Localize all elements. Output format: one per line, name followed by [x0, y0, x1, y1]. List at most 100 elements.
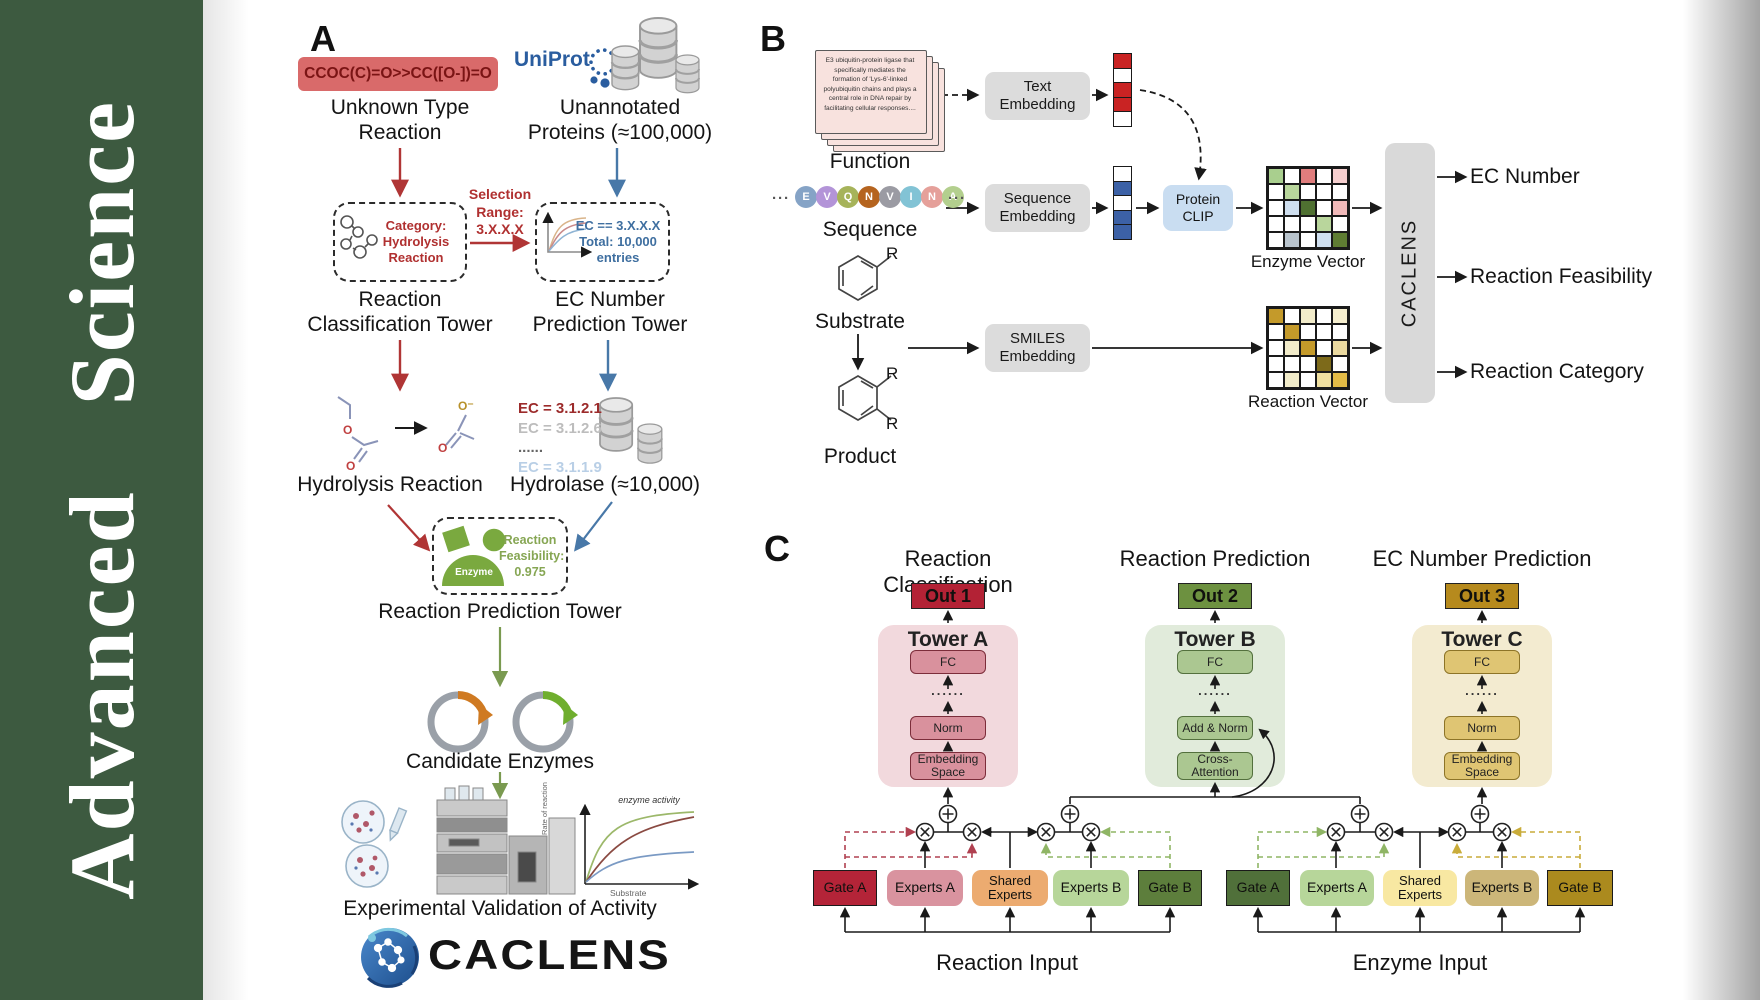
output-reaction-category: Reaction Category [1470, 360, 1644, 383]
grid-cell [1332, 372, 1348, 388]
feasibility-dashed-box: Reaction Feasibility: 0.975 [432, 517, 568, 595]
tower-b-cross-attention: Cross-Attention [1177, 752, 1253, 780]
moe-right-shared-experts: Shared Experts [1383, 870, 1457, 906]
grid-cell [1332, 216, 1348, 232]
selection-range-label: Selection Range: 3.X.X.X [468, 186, 532, 237]
ec-number-item: ...... [518, 439, 544, 456]
grid-cell [1268, 232, 1284, 248]
moe-right-gate-b: Gate B [1547, 870, 1613, 906]
tower-b-add-norm: Add & Norm [1177, 716, 1253, 740]
sequence-residue: N [858, 186, 880, 208]
grid-cell [1316, 232, 1332, 248]
grid-cell [1300, 308, 1316, 324]
header-reaction-prediction: Reaction Prediction [1119, 546, 1311, 571]
protein-database-icon [610, 16, 700, 94]
sequence-ellipsis-left: ··· [772, 190, 790, 207]
caclens-logo [361, 927, 419, 988]
sequence-embedding-vector [1113, 166, 1132, 241]
uniprot-icon [589, 48, 617, 88]
ec-prediction-tower-label: EC Number Prediction Tower [532, 288, 688, 336]
grid-cell [1316, 200, 1332, 216]
grid-cell [1316, 340, 1332, 356]
sequence-residue: V [816, 186, 838, 208]
smiles-embedding-box: SMILES Embedding [985, 324, 1090, 372]
grid-cell [1268, 372, 1284, 388]
header-ec-number-prediction: EC Number Prediction [1372, 546, 1592, 571]
ec-number-list: EC = 3.1.2.1 EC = 3.1.2.6...... EC = 3.1.1… [518, 399, 628, 477]
grid-cell [1268, 184, 1284, 200]
grid-cell [1268, 308, 1284, 324]
tower-a-dots: ...... [931, 683, 965, 698]
grid-cell [1268, 324, 1284, 340]
tower-c-norm: Norm [1444, 716, 1520, 740]
output-ec-number: EC Number [1470, 165, 1580, 188]
out-1-box: Out 1 [911, 583, 985, 609]
ec-number-item: EC = 3.1.2.1 [518, 400, 602, 417]
caclens-wordmark: CACLENS [428, 931, 672, 978]
grid-cell [1300, 324, 1316, 340]
grid-cell [1284, 372, 1300, 388]
reaction-vector-label: Reaction Vector [1247, 392, 1368, 411]
moe-mul-add-nodes [915, 804, 1512, 842]
reaction-prediction-tower-label: Reaction Prediction Tower [378, 600, 622, 623]
ec-selection-dashed-box: EC == 3.X.X.X Total: 10,000 entries [535, 202, 670, 282]
sequence-residue: A [942, 186, 964, 208]
enzyme-vector-label: Enzyme Vector [1250, 252, 1366, 271]
grid-cell [1300, 340, 1316, 356]
grid-cell [1284, 200, 1300, 216]
panel-a-label: A [310, 18, 336, 59]
unknown-reaction-label: Unknown Type Reaction [330, 96, 470, 144]
tower-c: Tower C FC ...... Norm Embedding Space [1412, 625, 1552, 787]
reaction-input-label: Reaction Input [936, 950, 1078, 975]
text-embedding-box: Text Embedding [985, 72, 1090, 120]
experimental-validation-label: Experimental Validation of Activity [343, 897, 657, 920]
plasmid-icons [427, 691, 578, 753]
product-structure [838, 375, 892, 421]
ec-number-item: EC = 3.1.2.6 [518, 419, 602, 437]
tower-b: Tower B FC ...... Add & Norm Cross-Atten… [1145, 625, 1285, 787]
product-label: Product [823, 445, 897, 468]
grid-cell [1316, 324, 1332, 340]
grid-cell [1284, 232, 1300, 248]
substrate-structure [838, 255, 892, 301]
vector-cell [1113, 111, 1132, 128]
grid-cell [1332, 200, 1348, 216]
moe-right-experts-b: Experts B [1465, 870, 1539, 906]
grid-cell [1300, 232, 1316, 248]
grid-cell [1284, 308, 1300, 324]
sequence-residue: N [921, 186, 943, 208]
grid-cell [1332, 168, 1348, 184]
grid-cell [1300, 356, 1316, 372]
journal-title: Advanced Science [50, 100, 153, 900]
grid-cell [1284, 184, 1300, 200]
tower-a-embedding-space: Embedding Space [910, 752, 986, 780]
grid-cell [1268, 340, 1284, 356]
moe-right-experts-a: Experts A [1300, 870, 1374, 906]
enzyme-vector-grid [1266, 166, 1350, 250]
moe-left-gate-b: Gate B [1138, 870, 1202, 906]
sequence-residue: E [795, 186, 817, 208]
grid-cell [1332, 356, 1348, 372]
petri-dish-icons [341, 800, 408, 888]
protein-clip-box: Protein CLIP [1163, 185, 1233, 231]
moe-left-shared-experts: Shared Experts [972, 870, 1048, 906]
svg-text:O: O [438, 441, 447, 455]
enzyme-activity-graph [579, 803, 700, 890]
grid-cell [1300, 184, 1316, 200]
enzyme-icon-label: Enzyme [455, 567, 493, 578]
enzyme-activity-annotation: enzyme activity [618, 795, 680, 805]
hydrolase-label: Hydrolase (≈10,000) [509, 473, 701, 496]
smiles-reaction-box: CCOC(C)=O>>CC([O-])=O [298, 57, 498, 91]
hydrolysis-structures [337, 396, 475, 463]
grid-cell [1284, 168, 1300, 184]
grid-cell [1300, 216, 1316, 232]
function-card-front [815, 50, 927, 134]
grid-cell [1316, 216, 1332, 232]
ec-number-item: EC = 3.1.1.9 [518, 458, 602, 476]
grid-cell [1332, 340, 1348, 356]
hplc-instrument-icon [436, 785, 576, 895]
function-text: E3 ubiquitin-protein ligase that specifi… [823, 57, 917, 112]
tower-b-fc: FC [1177, 650, 1253, 674]
out-2-box: Out 2 [1178, 583, 1252, 609]
